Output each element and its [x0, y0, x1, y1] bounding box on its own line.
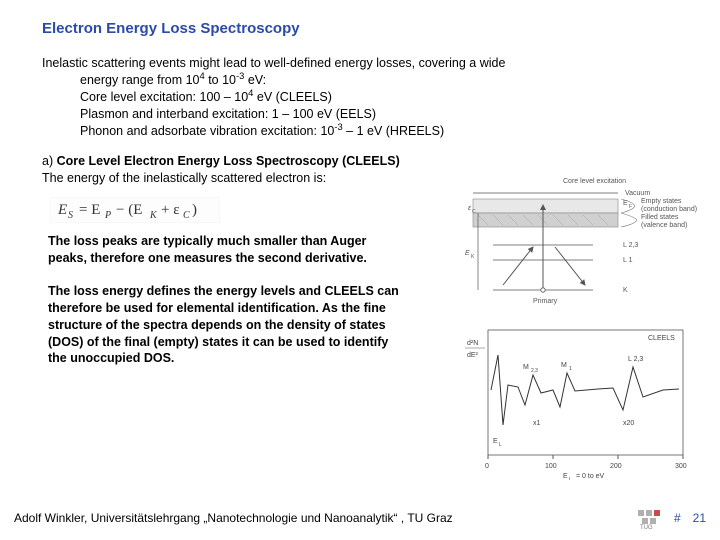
- svg-text:L 2,3: L 2,3: [623, 242, 638, 249]
- intro-block: Inelastic scattering events might lead t…: [42, 55, 692, 139]
- svg-text:S: S: [68, 210, 73, 221]
- intro-l2b: eV (CLEELS): [253, 90, 332, 104]
- svg-text:CLEELS: CLEELS: [648, 335, 675, 342]
- paragraph-2: The loss energy defines the energy level…: [42, 283, 408, 367]
- svg-text:(conduction band): (conduction band): [641, 206, 697, 213]
- page-number: 21: [693, 511, 706, 525]
- footer-text: Adolf Winkler, Universitätslehrgang „Nan…: [14, 511, 453, 525]
- svg-text:d²N: d²N: [467, 340, 478, 347]
- svg-text:dE²: dE²: [467, 352, 479, 359]
- intro-e4: -3: [334, 121, 342, 131]
- intro-l2a: Core level excitation: 100 – 10: [80, 90, 248, 104]
- section-a-heading: Core Level Electron Energy Loss Spectros…: [57, 154, 400, 168]
- svg-text:TUG: TUG: [640, 525, 653, 530]
- svg-text:K: K: [149, 210, 158, 221]
- svg-text:0: 0: [485, 463, 489, 470]
- svg-text:300: 300: [675, 463, 687, 470]
- svg-text:L 1: L 1: [623, 257, 633, 264]
- svg-text:L: L: [499, 442, 502, 448]
- svg-text:P: P: [104, 210, 111, 221]
- svg-text:= E: = E: [79, 202, 100, 218]
- intro-lead: Inelastic scattering events might lead t…: [42, 56, 505, 70]
- svg-text:Empty states: Empty states: [641, 198, 682, 205]
- svg-text:(valence band): (valence band): [641, 222, 687, 229]
- svg-text:Filled states: Filled states: [641, 214, 679, 221]
- svg-text:M: M: [561, 362, 567, 369]
- svg-text:+ ε: + ε: [161, 202, 180, 218]
- section-a-prefix: a): [42, 154, 57, 168]
- svg-text:x20: x20: [623, 420, 634, 427]
- svg-text:E: E: [57, 202, 67, 218]
- svg-text:Vacuum: Vacuum: [625, 190, 650, 197]
- svg-text:100: 100: [545, 463, 557, 470]
- svg-text:L 2,3: L 2,3: [628, 356, 643, 363]
- svg-text:M: M: [523, 364, 529, 371]
- svg-text:= 0 to eV: = 0 to eV: [576, 473, 605, 480]
- intro-l3: Plasmon and interband excitation: 1 – 10…: [80, 107, 376, 121]
- svg-text:K: K: [623, 287, 628, 294]
- svg-text:): ): [192, 202, 197, 218]
- svg-text:1: 1: [569, 366, 572, 372]
- intro-l1b: to 10: [205, 73, 236, 87]
- svg-text:− (E: − (E: [116, 202, 142, 218]
- page-title: Electron Energy Loss Spectroscopy: [42, 20, 692, 37]
- svg-text:200: 200: [610, 463, 622, 470]
- svg-text:Core level excitation: Core level excitation: [563, 178, 626, 185]
- svg-text:E: E: [465, 250, 470, 257]
- paragraph-1: The loss peaks are typically much smalle…: [42, 233, 408, 267]
- intro-l1c: eV:: [244, 73, 266, 87]
- svg-text:K: K: [471, 254, 475, 260]
- intro-l4a: Phonon and adsorbate vibration excitatio…: [80, 124, 334, 138]
- intro-l4b: – 1 eV (HREELS): [343, 124, 444, 138]
- svg-text:E: E: [563, 473, 568, 480]
- tug-logo-icon: TUG: [636, 506, 662, 530]
- svg-text:L: L: [569, 477, 572, 480]
- svg-text:E: E: [493, 438, 498, 445]
- hash-mark: #: [674, 511, 681, 525]
- footer: Adolf Winkler, Universitätslehrgang „Nan…: [14, 506, 706, 530]
- figure-right: Core level excitation Vacuum εC EF Empty…: [463, 175, 698, 480]
- section-a-sub: The energy of the inelastically scattere…: [42, 171, 326, 185]
- svg-text:Primary: Primary: [533, 298, 558, 305]
- svg-text:C: C: [183, 210, 190, 221]
- intro-l1a: energy range from 10: [80, 73, 200, 87]
- svg-text:2,3: 2,3: [531, 368, 538, 374]
- svg-text:x1: x1: [533, 420, 541, 427]
